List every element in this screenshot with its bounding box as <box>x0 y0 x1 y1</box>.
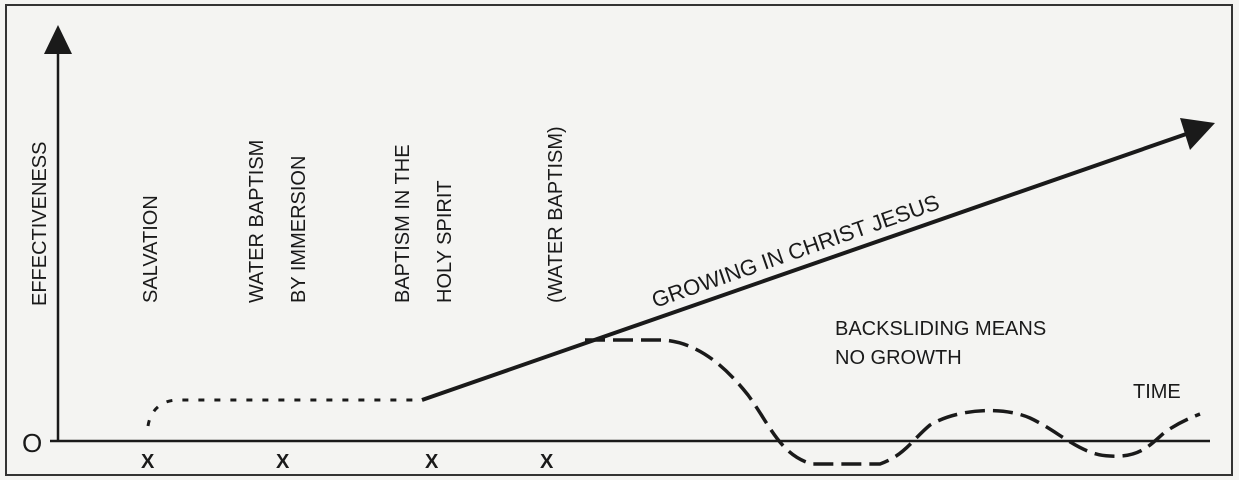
event-label-holy-spirit-line2: HOLY SPIRIT <box>434 180 456 303</box>
event-label-water-baptism-paren: (WATER BAPTISM) <box>545 126 567 303</box>
growth-arrowhead <box>1180 118 1215 150</box>
growth-line <box>421 130 1193 402</box>
event-label-salvation: SALVATION <box>140 195 162 303</box>
y-axis-label: EFFECTIVENESS <box>29 142 51 306</box>
event-label-water-baptism-line1: WATER BAPTISM <box>246 140 268 303</box>
x-axis-label: TIME <box>1133 381 1181 403</box>
event-marker-holy-spirit: X <box>425 451 439 473</box>
event-label-water-baptism-line2: BY IMMERSION <box>288 156 310 303</box>
event-label-holy-spirit-line1: BAPTISM IN THE <box>392 144 414 303</box>
diagram-frame <box>5 4 1233 476</box>
growth-label: GROWING IN CHRIST JESUS <box>648 190 942 313</box>
origin-label: O <box>22 428 42 458</box>
early-growth-dotted-line <box>146 398 422 427</box>
y-axis-arrowhead <box>44 25 72 54</box>
event-marker-water-baptism: X <box>276 451 290 473</box>
backsliding-dashed-curve <box>585 338 1201 466</box>
event-marker-salvation: X <box>141 451 155 473</box>
backsliding-label-line1: BACKSLIDING MEANS <box>835 318 1046 340</box>
event-marker-water-baptism-paren: X <box>540 451 554 473</box>
backsliding-label-line2: NO GROWTH <box>835 347 962 369</box>
